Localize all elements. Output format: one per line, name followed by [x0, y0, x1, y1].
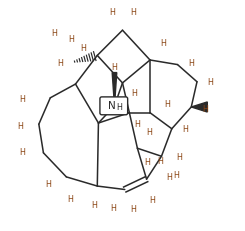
- Text: H: H: [132, 88, 137, 97]
- Text: H: H: [19, 148, 25, 156]
- Text: H: H: [67, 194, 73, 203]
- Text: H: H: [176, 152, 182, 161]
- Text: H: H: [130, 204, 136, 213]
- Text: H: H: [188, 58, 194, 67]
- Text: H: H: [51, 29, 57, 38]
- Text: H: H: [149, 195, 155, 204]
- Text: H: H: [91, 200, 97, 209]
- Text: H: H: [19, 95, 25, 104]
- Text: H: H: [144, 158, 150, 167]
- Text: H: H: [116, 103, 122, 112]
- Text: H: H: [45, 179, 51, 188]
- Text: H: H: [109, 8, 115, 17]
- Text: H: H: [164, 100, 170, 109]
- Text: H: H: [203, 104, 208, 113]
- Text: H: H: [111, 63, 117, 72]
- Text: H: H: [110, 203, 116, 212]
- Text: N: N: [108, 100, 115, 110]
- Polygon shape: [191, 103, 207, 112]
- Text: H: H: [173, 170, 179, 179]
- Polygon shape: [112, 73, 117, 106]
- Text: H: H: [207, 78, 213, 87]
- Text: H: H: [57, 58, 63, 67]
- Text: H: H: [69, 35, 74, 43]
- FancyBboxPatch shape: [100, 97, 128, 115]
- Text: H: H: [130, 8, 136, 17]
- Text: H: H: [80, 44, 86, 53]
- Text: H: H: [134, 119, 140, 128]
- Text: H: H: [166, 173, 172, 182]
- Text: H: H: [160, 39, 166, 48]
- Text: H: H: [147, 127, 152, 136]
- Text: H: H: [182, 125, 188, 134]
- Text: H: H: [17, 121, 23, 130]
- Text: H: H: [157, 157, 163, 166]
